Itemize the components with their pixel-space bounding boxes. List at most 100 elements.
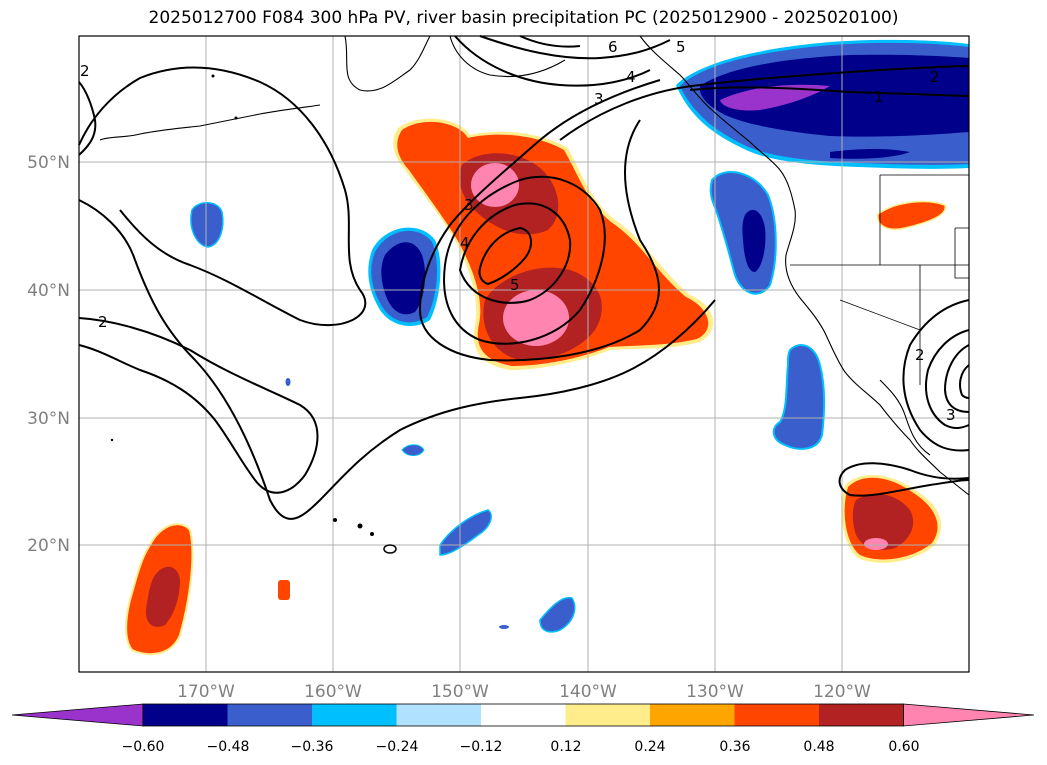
pv-contour: [78, 81, 97, 156]
negative-anomaly-region: [439, 509, 492, 556]
islands: [110, 74, 397, 554]
colorbar-tick-label: −0.48: [207, 739, 250, 755]
negative-anomaly-region: [742, 209, 766, 272]
pv-contour: [458, 202, 572, 304]
pv-contour: [559, 65, 970, 141]
pv-contour: [78, 66, 367, 327]
colorbar-extend-high: [903, 703, 1035, 727]
colorbar: [11, 703, 1035, 727]
colorbar-tick-label: 0.24: [634, 739, 665, 755]
colorbar-segment: [819, 704, 904, 726]
positive-anomaly-region: [864, 538, 888, 550]
map-frame: [78, 35, 970, 673]
colorbar-segment: [565, 704, 651, 726]
colorbar-tick-label: 0.36: [719, 739, 750, 755]
lon-label: 120°W: [813, 682, 871, 702]
negative-anomaly-region: [381, 242, 426, 315]
positive-anomaly-region: [503, 290, 569, 346]
pv-contour: [924, 329, 970, 429]
positive-anomaly-region: [278, 580, 290, 600]
positive-anomaly-region: [877, 200, 946, 230]
pv-contour: [443, 175, 606, 345]
lat-label: 20°N: [27, 536, 70, 556]
colorbar-segment: [734, 704, 820, 726]
lon-label: 160°W: [304, 682, 362, 702]
contour-label: 4: [460, 234, 470, 252]
contour-label: 2: [98, 313, 108, 331]
colorbar-segment: [481, 704, 566, 726]
gridlines: [79, 36, 969, 672]
contour-label: 5: [510, 276, 520, 294]
positive-anomaly-region: [471, 163, 519, 207]
map-title: 2025012700 F084 300 hPa PV, river basin …: [148, 8, 899, 28]
colorbar-tick-label: −0.36: [291, 739, 334, 755]
negative-anomaly-region: [285, 378, 291, 386]
colorbar-tick-labels: −0.60 −0.48 −0.36 −0.24 −0.12 0.12 0.24 …: [122, 739, 920, 755]
colorbar-tick-label: −0.12: [460, 739, 503, 755]
coastlines: [99, 35, 970, 554]
negative-anomaly-region: [499, 625, 509, 629]
pv-contours: [78, 35, 970, 520]
pv-contour: [78, 317, 319, 494]
contour-label: 2: [80, 62, 90, 80]
contour-label: 2: [915, 346, 925, 364]
pv-contour: [78, 199, 716, 520]
negative-anomaly-region: [401, 444, 425, 457]
colorbar-segment: [227, 704, 313, 726]
pv-contour: [479, 35, 671, 60]
colorbar-segment: [396, 704, 482, 726]
coastline: [99, 104, 321, 141]
negative-anomaly-region: [720, 84, 830, 111]
lat-label: 40°N: [27, 281, 70, 301]
lon-label: 130°W: [686, 682, 744, 702]
colorbar-frame: [142, 703, 904, 727]
colorbar-tick-label: 0.60: [888, 739, 919, 755]
lon-label: 140°W: [559, 682, 617, 702]
coastline: [879, 379, 931, 456]
negative-anomaly-region: [190, 202, 224, 248]
negative-anomaly-region: [699, 54, 969, 137]
latitude-labels: 50°N 40°N 30°N 20°N: [27, 153, 70, 556]
pv-contour: [454, 35, 651, 87]
colorbar-segment: [650, 704, 735, 726]
colorbar-segment: [312, 704, 397, 726]
contour-label: 2: [930, 68, 940, 86]
coastline: [344, 35, 431, 92]
lat-label: 50°N: [27, 153, 70, 173]
negative-anomaly-region: [539, 596, 576, 633]
negative-anomaly-region: [830, 149, 910, 159]
contour-label: 3: [594, 90, 604, 108]
contour-label: 6: [608, 38, 618, 56]
pv-contour: [478, 226, 532, 286]
contour-label: 5: [676, 38, 686, 56]
colorbar-tick-label: −0.24: [376, 739, 419, 755]
pv-contour: [838, 462, 970, 497]
longitude-labels: 170°W 160°W 150°W 140°W 130°W 120°W: [177, 682, 871, 702]
contour-label: 1: [874, 88, 884, 106]
colorbar-tick-label: 0.48: [803, 739, 834, 755]
coastline: [449, 35, 566, 78]
map-panel: 1 2 2 2 2 3 3 3 4 4 5 5 6: [78, 35, 970, 673]
lon-label: 150°W: [431, 682, 489, 702]
state-border: [790, 174, 969, 385]
pv-contour: [959, 364, 970, 399]
colorbar-tick-label: 0.12: [550, 739, 581, 755]
contour-label: 3: [464, 196, 474, 214]
pv-contour: [902, 299, 970, 452]
contour-labels: 1 2 2 2 2 3 3 3 4 4 5 5 6: [80, 38, 956, 424]
lat-label: 30°N: [27, 409, 70, 429]
pv-contour: [689, 86, 970, 97]
coastline: [639, 35, 970, 496]
colorbar-tick-label: −0.60: [122, 739, 165, 755]
colorbar-extend-low: [11, 703, 144, 727]
pv-contour: [418, 79, 661, 362]
pv-contour: [519, 35, 581, 48]
positive-anomaly-region: [145, 566, 180, 627]
contour-label: 3: [946, 406, 956, 424]
colorbar-segment: [143, 704, 228, 726]
pv-contour: [943, 344, 970, 413]
shaded-regions: [125, 39, 969, 656]
positive-anomaly-region: [852, 494, 914, 550]
negative-anomaly-region: [772, 344, 826, 450]
